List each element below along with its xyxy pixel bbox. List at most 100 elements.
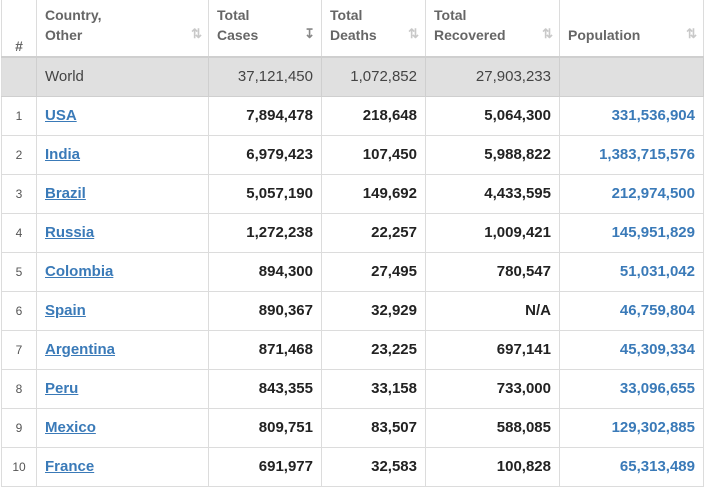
total-deaths-cell: 32,929 <box>321 291 426 331</box>
rank-cell: 2 <box>1 135 37 175</box>
population-cell: 145,951,829 <box>559 213 704 253</box>
total-cases-cell: 843,355 <box>208 369 322 409</box>
rank-cell: 6 <box>1 291 37 331</box>
world-total-deaths: 1,072,852 <box>321 57 426 97</box>
column-header-country[interactable]: Country, Other ⇅ <box>36 0 209 58</box>
rank-cell: 7 <box>1 330 37 370</box>
country-link[interactable]: Argentina <box>45 341 116 358</box>
column-header-total-deaths[interactable]: Total Deaths ⇅ <box>321 0 426 58</box>
population-cell: 129,302,885 <box>559 408 704 448</box>
total-cases-cell: 1,272,238 <box>208 213 322 253</box>
total-recovered-cell: 5,988,822 <box>425 135 560 175</box>
country-cell: Spain <box>36 291 209 331</box>
country-link[interactable]: India <box>45 146 81 163</box>
population-cell: 46,759,804 <box>559 291 704 331</box>
rank-cell: 10 <box>1 447 37 487</box>
world-total-cases: 37,121,450 <box>208 57 322 97</box>
table-row: 10 France 691,977 32,583 100,828 65,313,489 <box>1 447 704 487</box>
rank-cell: 5 <box>1 252 37 292</box>
population-cell: 331,536,904 <box>559 96 704 136</box>
total-cases-cell: 6,979,423 <box>208 135 322 175</box>
total-cases-header-label: Total Cases <box>217 7 259 43</box>
country-header-label: Country, Other <box>45 7 102 43</box>
total-deaths-cell: 23,225 <box>321 330 426 370</box>
country-link[interactable]: Mexico <box>45 419 96 436</box>
column-header-rank: # <box>1 0 37 58</box>
sort-icon[interactable]: ⇅ <box>408 26 419 41</box>
world-population <box>559 57 704 97</box>
country-link[interactable]: Colombia <box>45 263 114 280</box>
total-recovered-cell: 697,141 <box>425 330 560 370</box>
table-row: 7 Argentina 871,468 23,225 697,141 45,309,334 <box>1 330 704 370</box>
total-deaths-cell: 33,158 <box>321 369 426 409</box>
table-row: 9 Mexico 809,751 83,507 588,085 129,302,885 <box>1 408 704 448</box>
table-row: 5 Colombia 894,300 27,495 780,547 51,031,042 <box>1 252 704 292</box>
rank-cell: 4 <box>1 213 37 253</box>
total-cases-cell: 691,977 <box>208 447 322 487</box>
country-link[interactable]: Russia <box>45 224 95 241</box>
total-recovered-cell: 100,828 <box>425 447 560 487</box>
total-recovered-cell: 5,064,300 <box>425 96 560 136</box>
sort-icon[interactable]: ⇅ <box>686 26 697 41</box>
country-link[interactable]: Brazil <box>45 185 86 202</box>
column-header-total-recovered[interactable]: Total Recovered ⇅ <box>425 0 560 58</box>
total-recovered-cell: 733,000 <box>425 369 560 409</box>
table-row: 8 Peru 843,355 33,158 733,000 33,096,655 <box>1 369 704 409</box>
population-header-label: Population <box>568 27 641 43</box>
country-cell: Brazil <box>36 174 209 214</box>
country-cell: France <box>36 447 209 487</box>
total-cases-cell: 7,894,478 <box>208 96 322 136</box>
table-row: 1 USA 7,894,478 218,648 5,064,300 331,536,904 <box>1 96 704 136</box>
total-recovered-header-label: Total Recovered <box>434 7 506 43</box>
sort-active-icon[interactable]: ↧ <box>304 26 315 41</box>
country-link[interactable]: France <box>45 458 95 475</box>
total-deaths-cell: 32,583 <box>321 447 426 487</box>
total-recovered-cell: 1,009,421 <box>425 213 560 253</box>
table-header: # Country, Other ⇅ Total Cases ↧ Total Deat… <box>1 0 704 58</box>
world-row: World 37,121,450 1,072,852 27,903,233 <box>1 57 704 97</box>
total-cases-cell: 890,367 <box>208 291 322 331</box>
table-row: 2 India 6,979,423 107,450 5,988,822 1,383,715… <box>1 135 704 175</box>
rank-cell: 1 <box>1 96 37 136</box>
total-deaths-cell: 107,450 <box>321 135 426 175</box>
population-cell: 212,974,500 <box>559 174 704 214</box>
country-cell: Argentina <box>36 330 209 370</box>
total-cases-cell: 871,468 <box>208 330 322 370</box>
total-recovered-cell: 588,085 <box>425 408 560 448</box>
world-name: World <box>36 57 209 97</box>
country-cell: Russia <box>36 213 209 253</box>
total-deaths-cell: 149,692 <box>321 174 426 214</box>
rank-cell: 8 <box>1 369 37 409</box>
column-header-total-cases[interactable]: Total Cases ↧ <box>208 0 322 58</box>
rank-cell: 3 <box>1 174 37 214</box>
table-row: 4 Russia 1,272,238 22,257 1,009,421 145,951,8… <box>1 213 704 253</box>
population-cell: 51,031,042 <box>559 252 704 292</box>
sort-icon[interactable]: ⇅ <box>191 26 202 41</box>
total-deaths-cell: 22,257 <box>321 213 426 253</box>
population-cell: 65,313,489 <box>559 447 704 487</box>
country-cell: Colombia <box>36 252 209 292</box>
sort-icon[interactable]: ⇅ <box>542 26 553 41</box>
population-cell: 1,383,715,576 <box>559 135 704 175</box>
country-link[interactable]: Peru <box>45 380 79 397</box>
table-row: 6 Spain 890,367 32,929 N/A 46,759,804 <box>1 291 704 331</box>
rank-cell: 9 <box>1 408 37 448</box>
country-cell: USA <box>36 96 209 136</box>
country-cell: Peru <box>36 369 209 409</box>
world-total-recovered: 27,903,233 <box>425 57 560 97</box>
population-cell: 33,096,655 <box>559 369 704 409</box>
total-deaths-cell: 218,648 <box>321 96 426 136</box>
total-deaths-cell: 83,507 <box>321 408 426 448</box>
country-link[interactable]: USA <box>45 107 77 124</box>
rank-header-label: # <box>15 38 23 54</box>
total-recovered-cell: 4,433,595 <box>425 174 560 214</box>
total-recovered-cell: 780,547 <box>425 252 560 292</box>
country-link[interactable]: Spain <box>45 302 86 319</box>
total-recovered-cell: N/A <box>425 291 560 331</box>
world-rank-cell <box>1 57 37 97</box>
total-deaths-header-label: Total Deaths <box>330 7 377 43</box>
total-cases-cell: 809,751 <box>208 408 322 448</box>
column-header-population[interactable]: Population ⇅ <box>559 0 704 58</box>
total-cases-cell: 5,057,190 <box>208 174 322 214</box>
